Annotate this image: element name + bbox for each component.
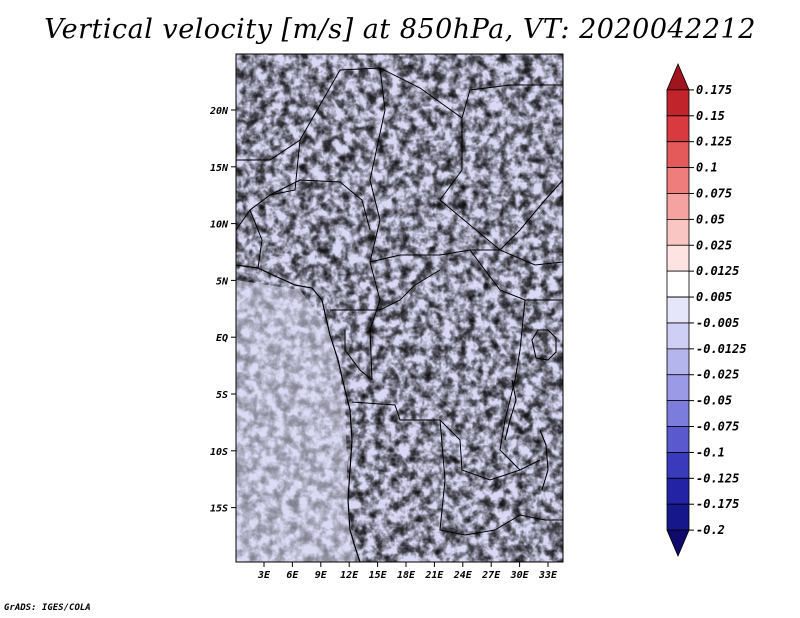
colorbar-level-label: -0.1 [696,445,725,459]
lon-tick-label: 24E [453,570,473,581]
lat-tick-label: 5N [216,276,229,287]
page-title: Vertical velocity [m/s] at 850hPa, VT: 2… [44,14,756,45]
colorbar-swatch [666,115,690,143]
country-borders [236,67,563,536]
colorbar-level-label: -0.025 [696,368,739,382]
lon-tick-label: 30E [510,570,530,581]
lon-tick-label: 9E [315,570,328,581]
colorbar-swatch [666,503,690,531]
coastline [236,264,361,562]
colorbar-level-label: 0.175 [696,83,732,97]
colorbar-swatch [666,322,690,350]
lon-tick-label: 6E [286,570,299,581]
colorbar-level-label: 0.1 [696,161,718,175]
lat-tick-label: EQ [216,333,228,344]
colorbar-level-label: 0.05 [696,212,725,226]
lakes [504,329,557,491]
colorbar-swatch [666,529,690,558]
lon-tick-label: 33E [538,570,558,581]
colorbar-level-label: 0.0125 [696,264,739,278]
colorbar-level-label: 0.125 [696,135,732,149]
longitude-axis: 3E 6E 9E 12E 15E 18E 21E 24E 27E 30E 33E [257,562,558,581]
colorbar-swatch [666,167,690,194]
colorbar-level-label: 0.075 [696,186,732,200]
colorbar-level-label: -0.075 [696,420,739,434]
colorbar-swatch [666,244,690,272]
lon-tick-label: 12E [340,570,359,581]
lon-tick-label: 15E [369,570,388,581]
colorbar-swatch [666,426,690,453]
lat-tick-label: 10N [210,220,229,231]
colorbar-swatch [666,452,690,479]
lat-tick-label: 20N [209,106,229,117]
colorbar-swatch [666,270,690,298]
colorbar-level-label: 0.15 [696,109,725,123]
colorbar-level-label: -0.2 [696,523,725,537]
colorbar-swatch [666,89,690,117]
colorbar: 0.175 0.15 0.125 0.1 0.075 0.05 0.025 0.0125 0.0… [666,62,747,558]
colorbar-swatch [666,141,690,168]
lat-tick-label: 15N [210,163,229,174]
colorbar-swatch [666,218,690,246]
map-frame [235,53,564,563]
colorbar-level-label: -0.05 [696,394,732,408]
credit-label: GrADS: IGES/COLA [4,603,91,613]
colorbar-swatch [666,400,690,427]
colorbar-swatch [666,348,690,376]
lon-tick-label: 21E [424,570,444,581]
lon-tick-label: 18E [397,570,416,581]
lat-tick-label: 5S [216,390,228,401]
colorbar-swatch [666,477,690,505]
colorbar-level-label: 0.025 [696,238,732,252]
velocity-field [236,54,563,562]
lon-tick-label: 27E [481,570,501,581]
lon-tick-label: 3E [257,570,271,581]
colorbar-swatch [666,296,690,324]
colorbar-level-label: -0.005 [696,316,739,330]
colorbar-swatch [666,62,690,91]
lat-tick-label: 10S [210,447,228,458]
colorbar-level-label: -0.175 [696,497,739,511]
latitude-axis: 20N 15N 10N 5N EQ 5S 10S 15S [209,106,236,515]
colorbar-swatch [666,193,690,220]
ocean-region [236,280,355,562]
colorbar-level-label: 0.005 [696,290,732,304]
lat-tick-label: 15S [210,504,228,515]
colorbar-swatch [666,374,690,402]
colorbar-level-label: -0.0125 [696,342,747,356]
colorbar-level-label: -0.125 [696,471,739,485]
